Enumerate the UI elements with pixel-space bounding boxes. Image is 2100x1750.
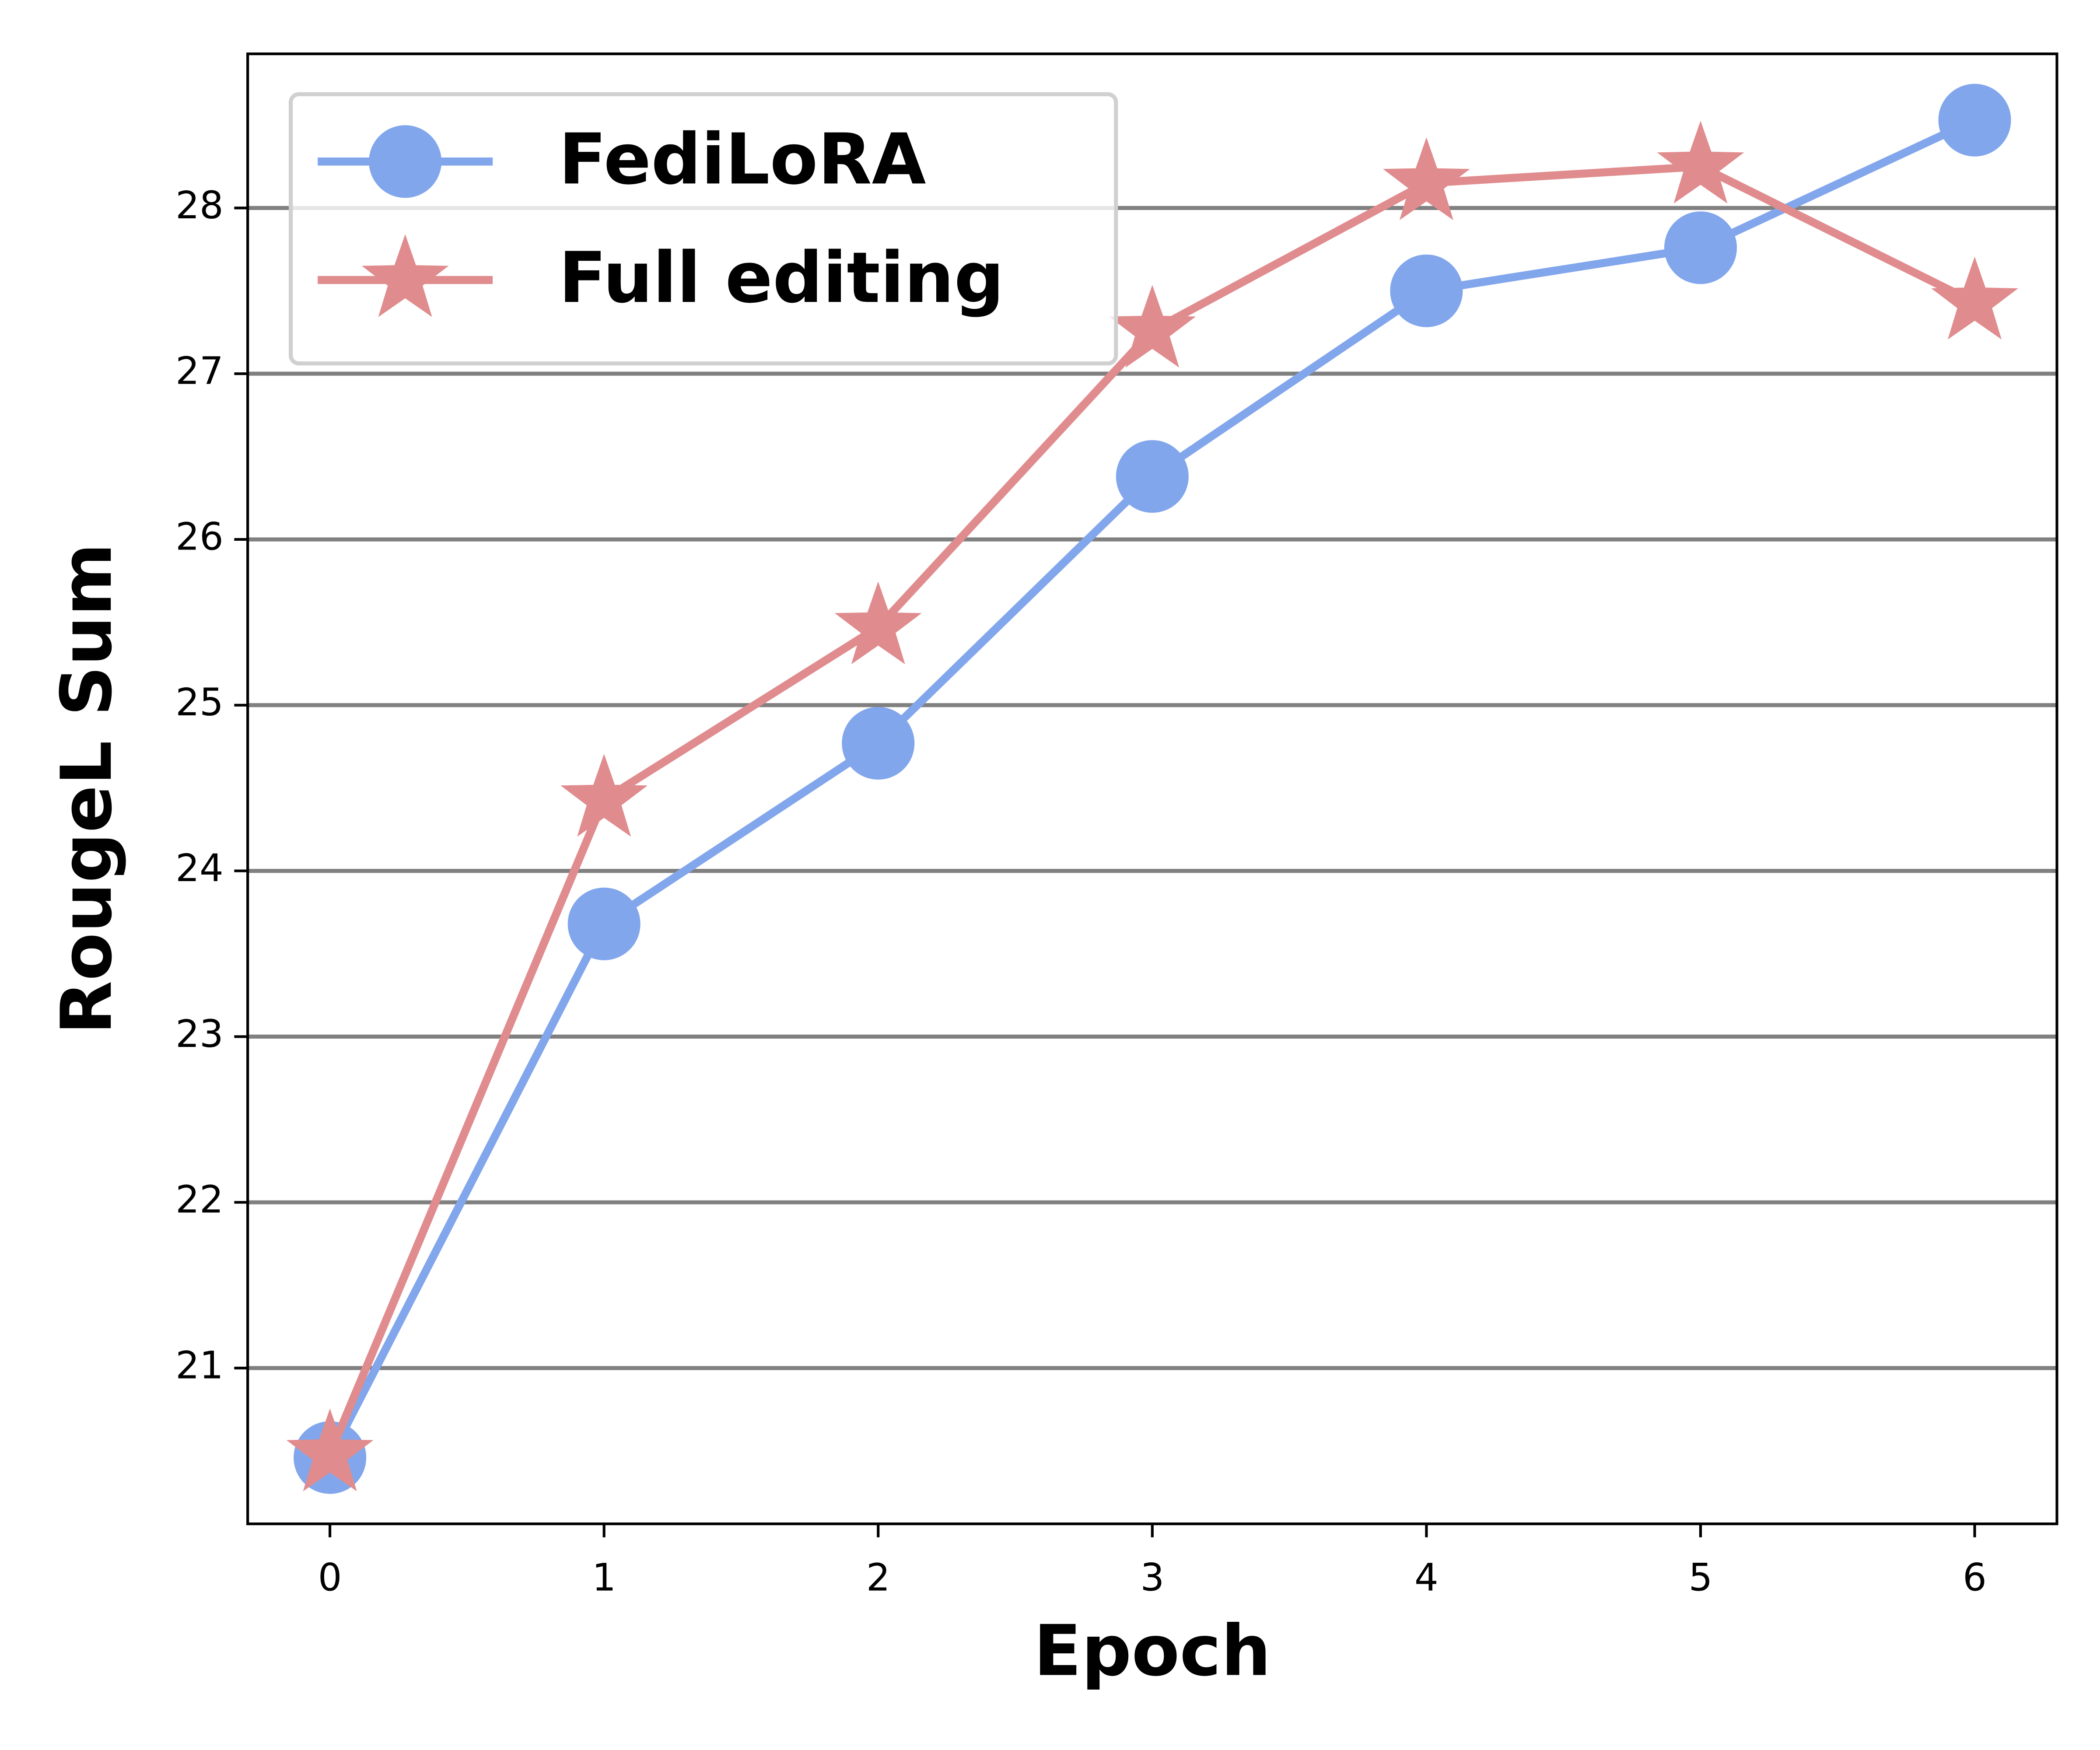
data-point: [1938, 84, 2011, 157]
x-tick-label: 4: [1414, 1556, 1438, 1600]
data-point: [1116, 440, 1189, 513]
y-tick-label: 24: [175, 847, 224, 890]
series-layer: [286, 84, 2019, 1494]
legend-marker: [369, 125, 442, 198]
x-tick-label: 3: [1140, 1556, 1164, 1600]
y-tick-label: 27: [175, 350, 224, 393]
legend-label: Full editing: [559, 237, 1004, 318]
x-axis-label: Epoch: [1034, 1610, 1271, 1692]
legend-marker: [361, 234, 449, 317]
data-point: [560, 754, 648, 837]
x-tick-label: 5: [1689, 1556, 1713, 1600]
data-point: [567, 887, 640, 960]
data-point: [834, 581, 922, 665]
data-point: [1109, 285, 1196, 368]
y-tick-label: 28: [175, 184, 224, 228]
legend-label: FediLoRA: [559, 118, 926, 200]
data-point: [1657, 121, 1744, 204]
data-point: [842, 707, 915, 780]
legend: FediLoRA Full editing: [289, 92, 1118, 366]
data-point: [1390, 254, 1463, 327]
y-tick-label: 21: [175, 1344, 224, 1387]
legend-box: [289, 92, 1118, 366]
data-point: [1664, 211, 1737, 284]
data-point: [286, 1408, 374, 1491]
x-tick-label: 6: [1963, 1556, 1987, 1600]
x-tick-label: 1: [592, 1556, 616, 1600]
x-tick-label: 2: [866, 1556, 890, 1600]
x-tick-label: 0: [318, 1556, 342, 1600]
data-point: [1931, 256, 2019, 340]
y-tick-label: 22: [175, 1178, 224, 1222]
y-axis-label: RougeL Sum: [46, 543, 127, 1035]
data-point: [1382, 137, 1470, 220]
y-tick-label: 25: [175, 681, 224, 724]
y-tick-label: 26: [175, 515, 224, 559]
y-tick-label: 23: [175, 1012, 224, 1056]
